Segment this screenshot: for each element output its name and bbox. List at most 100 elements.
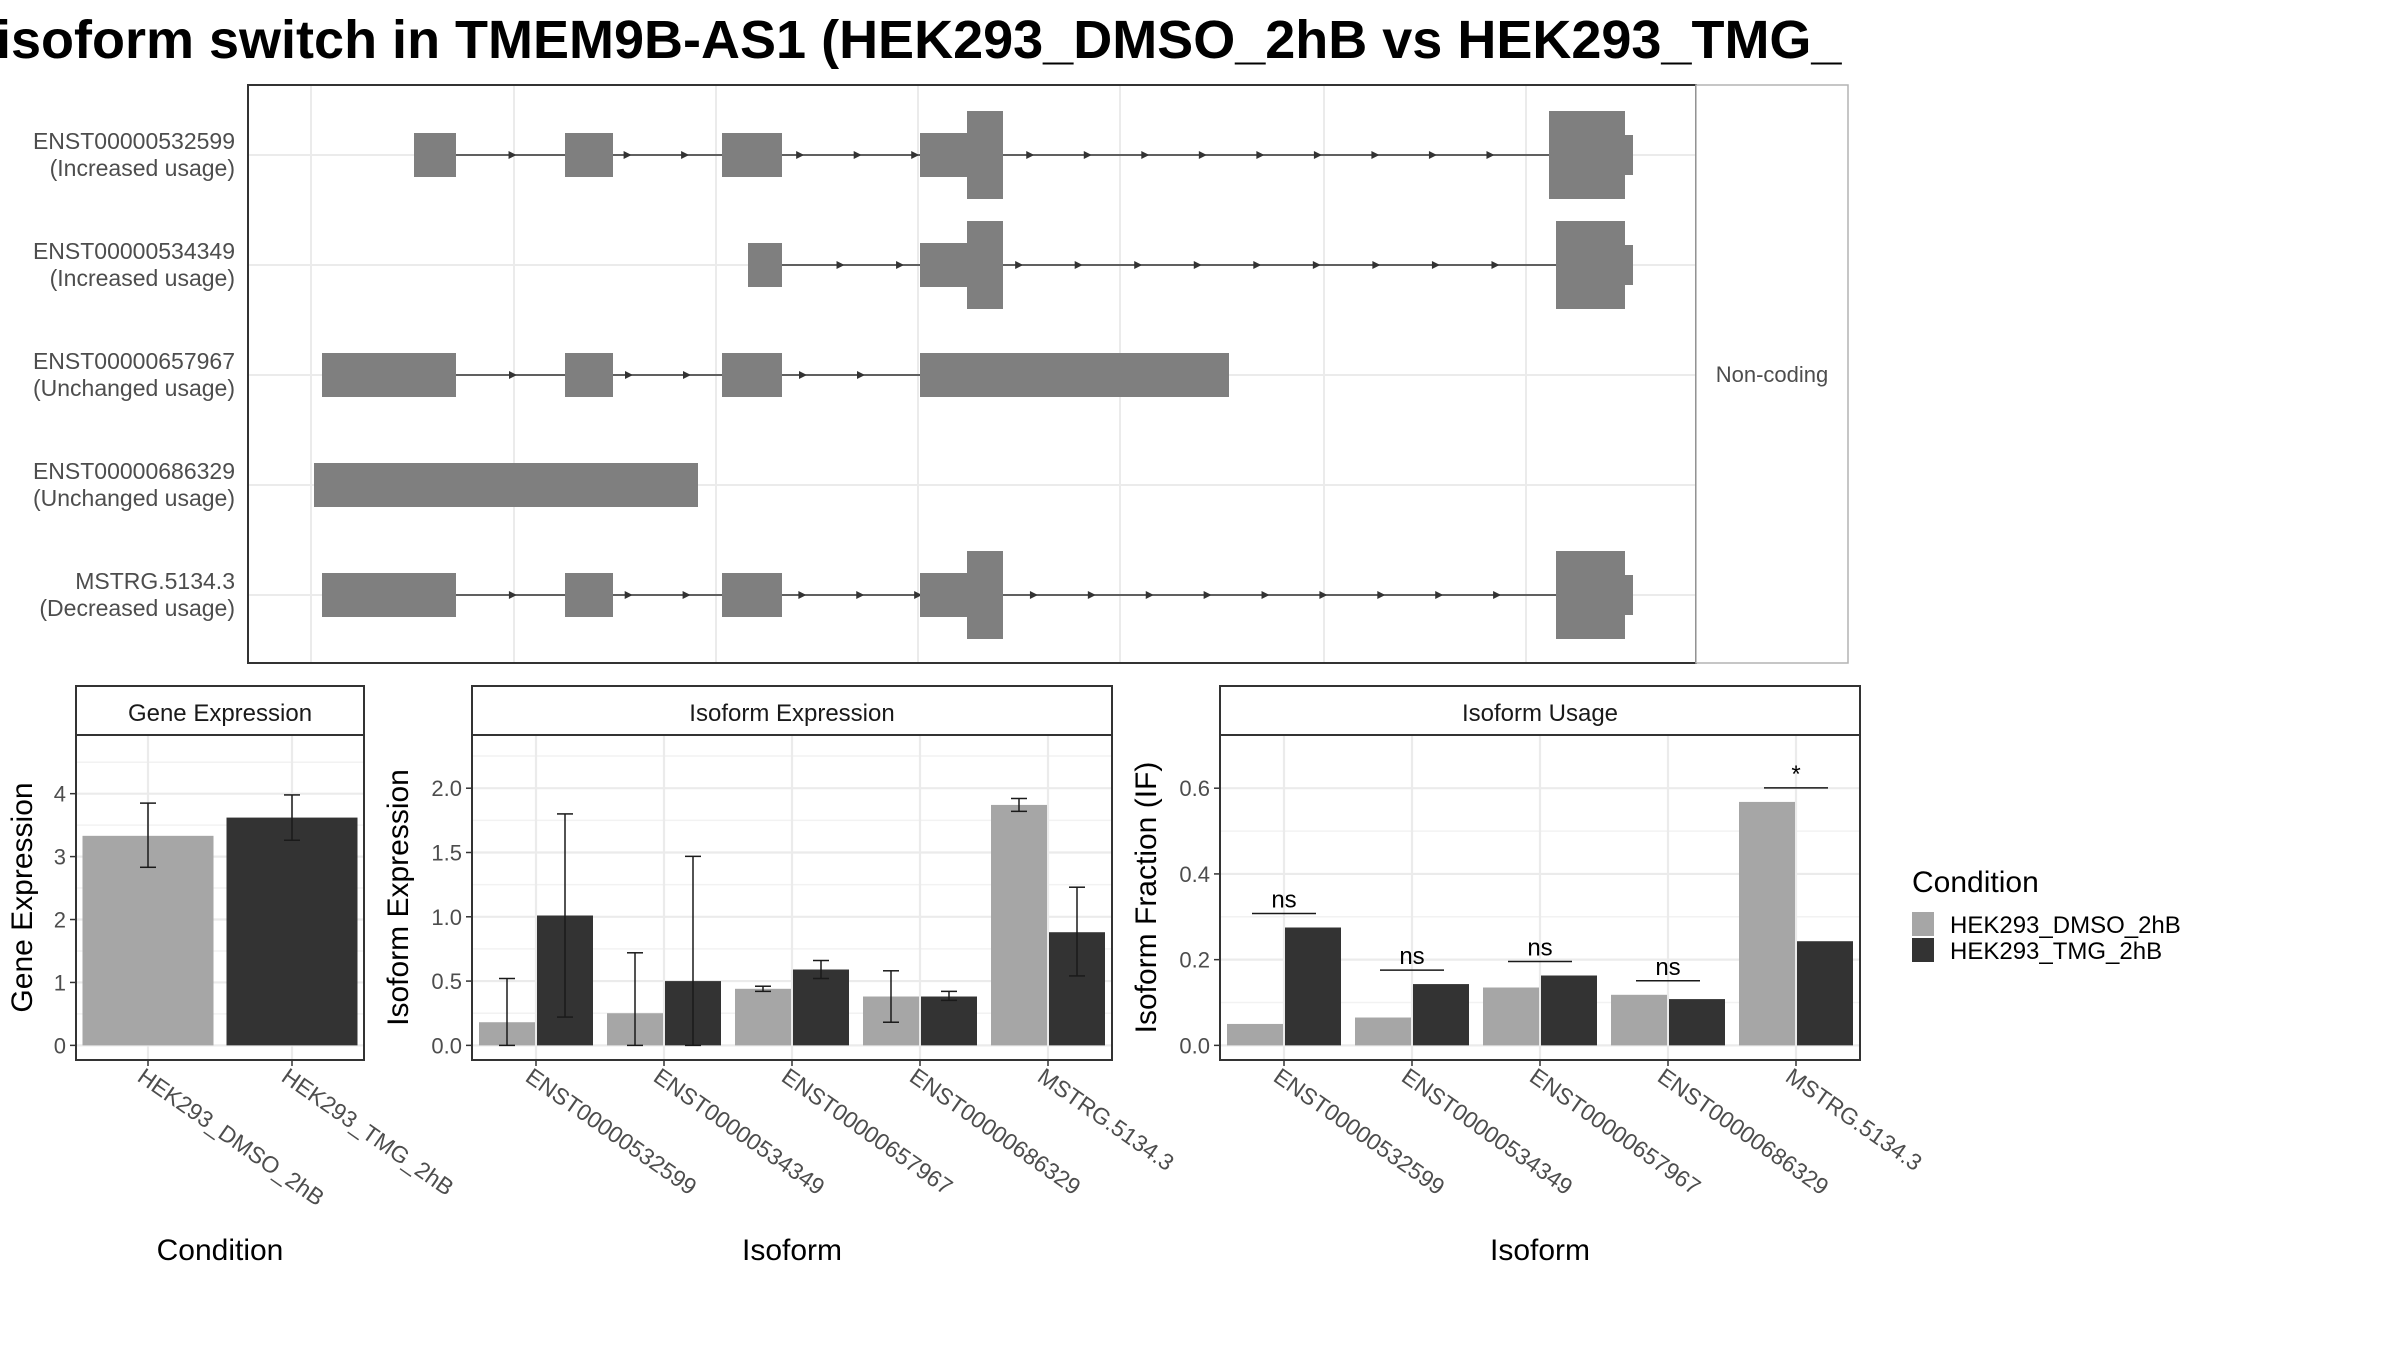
exon (920, 243, 967, 287)
intron-arrow (911, 151, 920, 159)
y-tick-label: 1.5 (431, 840, 462, 865)
intron-arrow (624, 591, 633, 599)
isoform-usage-label: (Increased usage) (50, 155, 235, 181)
exon (565, 133, 613, 177)
y-tick-label: 0.0 (431, 1033, 462, 1058)
legend-swatch-dmso (1912, 912, 1934, 936)
x-axis-title: Isoform (1490, 1234, 1590, 1267)
intron-arrow (1026, 151, 1035, 159)
intron-arrow (1312, 261, 1321, 269)
y-tick-label: 0.5 (431, 969, 462, 994)
y-tick-label: 2.0 (431, 776, 462, 801)
significance-label: * (1791, 761, 1800, 788)
intron-arrow (681, 151, 690, 159)
intron-arrow (1372, 261, 1381, 269)
bar (1739, 801, 1795, 1046)
x-axis-title: Isoform (742, 1234, 842, 1267)
structure-isoforms (314, 111, 1633, 639)
intron-arrow (1087, 591, 1096, 599)
intron-arrow (508, 591, 517, 599)
structure-strip (1695, 84, 1849, 664)
intron-arrow (1141, 151, 1150, 159)
isoform-usage-label: (Unchanged usage) (33, 485, 235, 511)
intron-arrow (1134, 261, 1143, 269)
bar (1797, 941, 1853, 1046)
x-axis-title: Condition (157, 1234, 284, 1267)
y-tick-label: 1 (54, 970, 66, 995)
exon (414, 133, 456, 177)
significance-label: ns (1271, 887, 1296, 914)
exon (565, 573, 613, 617)
intron-arrow (836, 261, 845, 269)
bar (991, 804, 1047, 1046)
intron-arrow (1198, 151, 1207, 159)
exon (722, 133, 782, 177)
structure-strip-label: Non-coding (1716, 362, 1829, 387)
intron-arrow (683, 371, 691, 379)
bar (1285, 927, 1341, 1046)
isoform-id-label: ENST00000534349 (33, 238, 235, 264)
panel-title: Isoform Usage (1462, 700, 1618, 727)
bar (1227, 1023, 1283, 1046)
isoform-usage-label: (Unchanged usage) (33, 375, 235, 401)
y-tick-label: 0.4 (1179, 862, 1210, 887)
terminal-exon (1556, 221, 1625, 309)
bar (82, 835, 214, 1046)
significance-label: ns (1655, 954, 1680, 981)
y-axis-title: Isoform Fraction (IF) (1130, 762, 1163, 1034)
legend: Condition HEK293_DMSO_2hB HEK293_TMG_2hB (1912, 866, 2181, 965)
exon (920, 573, 967, 617)
coding-exon (967, 551, 1003, 639)
intron-arrow (1203, 591, 1212, 599)
intron-arrow (623, 151, 632, 159)
exon (322, 353, 456, 397)
exon (722, 353, 782, 397)
exon (565, 353, 613, 397)
y-tick-label: 1.0 (431, 905, 462, 930)
intron-arrow (896, 261, 905, 269)
intron-arrow (1261, 591, 1270, 599)
legend-label-dmso: HEK293_DMSO_2hB (1950, 912, 2181, 939)
figure-title: isoform switch in TMEM9B-AS1 (HEK293_DMS… (0, 10, 1842, 70)
bar (793, 969, 849, 1046)
intron-arrow (1371, 151, 1380, 159)
intron-arrow (1493, 591, 1502, 599)
intron-arrow (1428, 151, 1437, 159)
panel-strip (471, 685, 1113, 736)
coding-exon (967, 111, 1003, 199)
bar (1541, 975, 1597, 1046)
bar (1611, 994, 1667, 1046)
y-tick-label: 0.0 (1179, 1033, 1210, 1058)
y-tick-label: 4 (54, 782, 66, 807)
exon (920, 133, 967, 177)
exon (722, 573, 782, 617)
bar (1355, 1017, 1411, 1046)
panel-strip (75, 685, 365, 736)
bar (226, 817, 358, 1046)
y-axis-title: Isoform Expression (382, 769, 415, 1026)
intron-arrow (1377, 591, 1386, 599)
y-tick-label: 3 (54, 845, 66, 870)
exon (314, 463, 698, 507)
isoform-id-label: ENST00000657967 (33, 348, 235, 374)
intron-arrow (1319, 591, 1328, 599)
isoform-id-label: ENST00000686329 (33, 458, 235, 484)
intron-arrow (1486, 151, 1495, 159)
bar (1669, 999, 1725, 1046)
terminal-exon-utr (1625, 135, 1633, 175)
intron-arrow (1313, 151, 1322, 159)
intron-arrow (1193, 261, 1202, 269)
panel-strip (1219, 685, 1861, 736)
intron-arrow (796, 151, 805, 159)
isoform-usage-label: (Increased usage) (50, 265, 235, 291)
structure-isoform-labels: ENST00000532599(Increased usage)ENST0000… (33, 128, 235, 621)
transcript-structure-panel: Non-coding ENST00000532599(Increased usa… (33, 84, 1849, 664)
terminal-exon-utr (1625, 575, 1633, 615)
panel-title: Gene Expression (128, 700, 312, 727)
intron-arrow (914, 591, 923, 599)
legend-swatch-tmg (1912, 938, 1934, 962)
